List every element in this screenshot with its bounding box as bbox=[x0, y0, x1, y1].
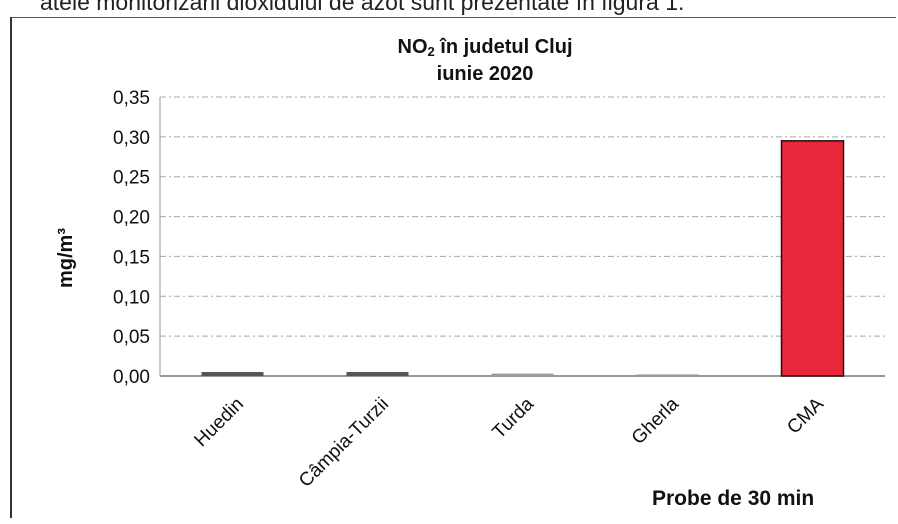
x-tick-label: Huedin bbox=[191, 394, 248, 451]
bar-cma bbox=[780, 140, 845, 377]
y-axis-ticks: 0,00 0,05 0,10 0,15 0,20 0,25 0,30 0,35 bbox=[113, 88, 150, 388]
y-tick-label: 0,35 bbox=[113, 88, 150, 109]
y-tick-label: 0,15 bbox=[113, 247, 150, 268]
y-tick-label: 0,10 bbox=[113, 287, 150, 308]
bars bbox=[201, 140, 845, 377]
y-tick-label: 0,30 bbox=[113, 128, 150, 149]
bar-c-mpia-turzii bbox=[346, 372, 409, 376]
y-tick-label: 0,05 bbox=[113, 327, 150, 348]
x-axis-categories: Huedin Câmpia-Turzii Turda Gherla CMA bbox=[191, 393, 829, 491]
y-tick-label: 0,20 bbox=[113, 208, 150, 229]
gridlines bbox=[159, 96, 885, 377]
chart-frame bbox=[10, 17, 896, 518]
x-tick-label: CMA bbox=[783, 393, 828, 438]
chart-title-line2: iunie 2020 bbox=[436, 63, 534, 85]
chart-title-line1: NO2 în judetul Cluj bbox=[397, 36, 573, 59]
bar-turda bbox=[491, 373, 554, 376]
x-tick-label: Gherla bbox=[628, 393, 683, 448]
x-axis-label: Probe de 30 min bbox=[652, 487, 815, 510]
bar-huedin bbox=[201, 372, 264, 376]
y-tick-label: 0,25 bbox=[113, 168, 150, 189]
chart-title: NO2 în judetul Cluj iunie 2020 bbox=[335, 36, 635, 86]
y-tick-label: 0,00 bbox=[113, 367, 150, 388]
x-tick-label: Câmpia-Turzii bbox=[295, 394, 393, 492]
y-axis-label: mg/m³ bbox=[55, 228, 77, 288]
bar-gherla bbox=[636, 374, 699, 376]
x-tick-label: Turda bbox=[489, 393, 539, 443]
page-text-above: atele monitorizarii dioxidului de azot s… bbox=[40, 0, 685, 15]
